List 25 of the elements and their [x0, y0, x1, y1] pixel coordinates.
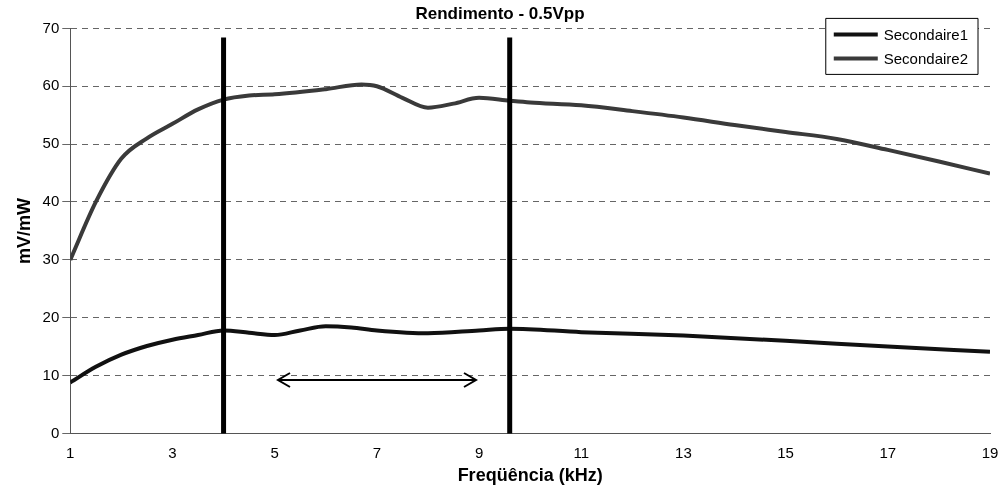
y-tick-label: 30	[42, 249, 60, 267]
x-tick-label: 13	[675, 443, 692, 461]
y-tick-label: 0	[50, 423, 60, 441]
y-tick-label: 60	[42, 76, 60, 94]
legend-label: Secondaire2	[883, 49, 969, 67]
y-tick-label: 50	[42, 134, 60, 152]
y-tick-label: 40	[42, 192, 60, 210]
x-tick-label: 7	[372, 443, 382, 461]
line-series	[70, 82, 990, 262]
x-tick-label: 19	[981, 443, 999, 461]
y-tick-label: 10	[42, 365, 60, 383]
x-tick-label: 11	[573, 443, 590, 461]
y-tick-label: 20	[42, 307, 60, 325]
y-axis-title: mV/mW	[13, 197, 34, 264]
x-tick-label: 9	[474, 443, 484, 461]
y-tick-label: 70	[42, 18, 60, 36]
x-tick-label: 15	[777, 443, 794, 461]
legend-label: Secondaire1	[883, 25, 969, 43]
x-tick-label: 5	[270, 443, 279, 461]
x-tick-label: 1	[66, 443, 75, 461]
line-series	[70, 324, 990, 385]
chart-title: Rendimento - 0.5Vpp	[415, 3, 585, 23]
x-axis-title: Freqüência (kHz)	[457, 465, 603, 486]
x-tick-label: 17	[879, 443, 897, 461]
x-tick-label: 3	[168, 443, 177, 461]
